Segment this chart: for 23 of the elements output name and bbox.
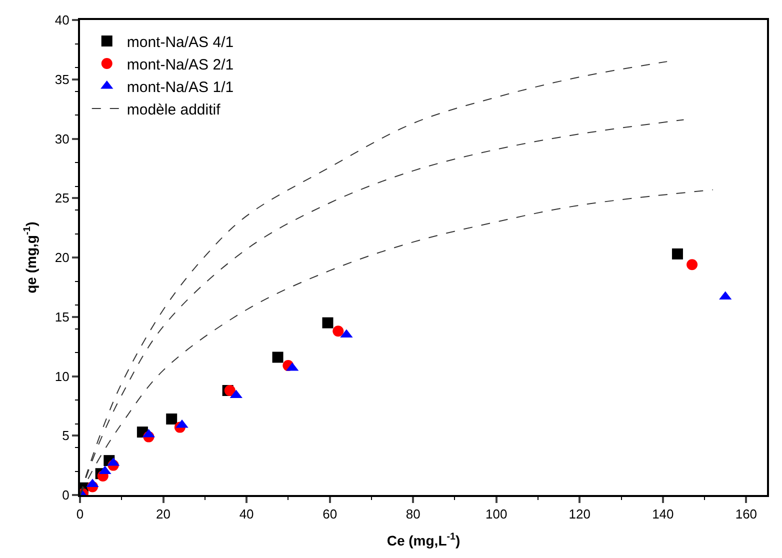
y-tick-label: 40	[54, 12, 70, 28]
y-tick-label: 5	[62, 428, 70, 444]
x-tick-label: 100	[486, 506, 508, 522]
x-tick-label: 20	[156, 506, 171, 522]
y-tick-label: 20	[54, 250, 70, 266]
y-tick-label: 15	[54, 309, 70, 324]
y-tick-label: 10	[54, 368, 70, 384]
x-tick-label: 60	[322, 506, 338, 522]
x-tick-label: 160	[735, 506, 758, 522]
x-tick-label: 40	[239, 506, 254, 522]
legend-label: mont-Na/AS 4/1	[126, 34, 234, 51]
y-tick-label: 25	[54, 190, 70, 206]
y-tick-label: 0	[62, 488, 70, 503]
x-tick-label: 80	[406, 506, 420, 522]
y-tick-label: 35	[54, 72, 70, 87]
legend-label: mont-Na/AS 1/1	[126, 78, 234, 96]
legend-label: mont-Na/AS 2/1	[126, 56, 234, 74]
x-tick-label: 0	[76, 506, 84, 522]
x-tick-label: 140	[652, 506, 674, 522]
y-tick-label: 30	[54, 131, 70, 146]
legend-label: modèle additif	[126, 101, 222, 118]
x-axis-title: Ce (mg,L$^{-1}$)	[386, 532, 460, 548]
x-tick-label: 120	[568, 506, 590, 522]
